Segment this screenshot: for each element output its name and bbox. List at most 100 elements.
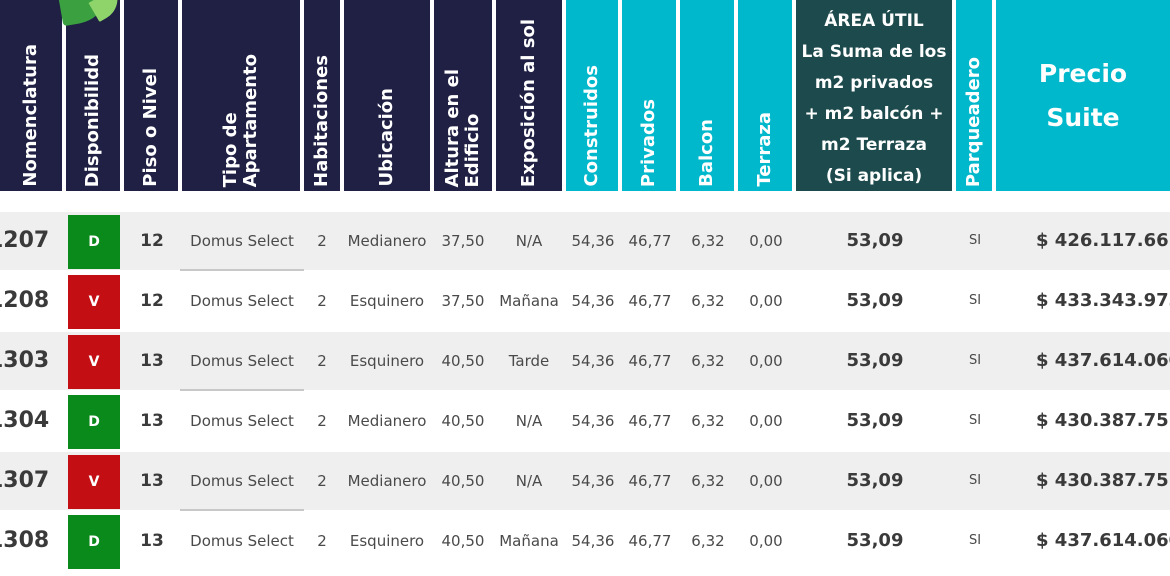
- precio-cell: $ 437.614.060: [1036, 350, 1170, 371]
- header-habitaciones: Habitaciones: [304, 0, 340, 191]
- tipo-cell: Domus Select: [190, 472, 294, 490]
- exposicion-cell: Mañana: [499, 532, 559, 550]
- habitaciones-cell: 2: [317, 352, 327, 370]
- precio-cell: $ 433.343.973: [1036, 290, 1170, 311]
- altura-cell: 37,50: [441, 232, 485, 250]
- habitaciones-cell: 2: [317, 532, 327, 550]
- header-nomenclatura: Nomenclatura: [0, 0, 62, 191]
- tipo-cell: Domus Select: [190, 292, 294, 310]
- area-util-cell: 53,09: [846, 230, 904, 251]
- habitaciones-cell: 2: [317, 412, 327, 430]
- exposicion-cell: N/A: [515, 232, 543, 250]
- header-construidos-label: Construidos: [581, 65, 602, 187]
- terraza-cell: 0,00: [749, 232, 783, 250]
- header-exposicion: Exposición al sol: [496, 0, 562, 191]
- balcon-cell: 6,32: [691, 532, 725, 550]
- nomenclatura-cell: 1308: [0, 528, 50, 553]
- table-row: 1304 D 13 Domus Select 2 Medianero 40,50…: [0, 392, 1170, 450]
- exposicion-cell: Mañana: [499, 292, 559, 310]
- exposicion-cell: N/A: [515, 472, 543, 490]
- balcon-cell: 6,32: [691, 292, 725, 310]
- header-precio-label: Precio Suite: [1038, 59, 1128, 132]
- nomenclatura-cell: 1307: [0, 468, 50, 493]
- header-nomenclatura-label: Nomenclatura: [20, 44, 41, 187]
- privados-cell: 46,77: [628, 412, 672, 430]
- header-area-util: ÁREA ÚTIL La Suma de los m2 privados + m…: [796, 0, 952, 191]
- area-util-cell: 53,09: [846, 350, 904, 371]
- altura-cell: 40,50: [441, 352, 485, 370]
- header-tipo-label: Tipo de Apartamento: [220, 53, 261, 187]
- precio-cell: $ 426.117.662: [1036, 230, 1170, 251]
- balcon-cell: 6,32: [691, 472, 725, 490]
- nomenclatura-cell: 1207: [0, 228, 50, 253]
- piso-cell: 12: [140, 291, 164, 311]
- area-util-cell: 53,09: [846, 530, 904, 551]
- privados-cell: 46,77: [628, 532, 672, 550]
- table-row: 1207 D 12 Domus Select 2 Medianero 37,50…: [0, 212, 1170, 271]
- header-ubicacion: Ubicación: [344, 0, 430, 191]
- header-area-util-label: ÁREA ÚTIL La Suma de los m2 privados + m…: [801, 11, 947, 186]
- terraza-cell: 0,00: [749, 352, 783, 370]
- header-terraza: Terraza: [738, 0, 792, 191]
- ubicacion-cell: Esquinero: [349, 292, 425, 310]
- ubicacion-cell: Medianero: [347, 232, 427, 250]
- leaf-shape-light: [88, 0, 126, 23]
- table-row: 1308 D 13 Domus Select 2 Esquinero 40,50…: [0, 512, 1170, 570]
- header-piso-label: Piso o Nivel: [140, 68, 161, 187]
- availability-badge: D: [68, 515, 120, 569]
- construidos-cell: 54,36: [571, 472, 615, 490]
- exposicion-cell: Tarde: [508, 352, 550, 370]
- piso-cell: 13: [140, 411, 164, 431]
- area-util-cell: 53,09: [846, 470, 904, 491]
- area-util-cell: 53,09: [846, 290, 904, 311]
- header-ubicacion-label: Ubicación: [376, 88, 397, 187]
- availability-badge: V: [68, 335, 120, 389]
- header-parqueadero-label: Parqueadero: [963, 56, 984, 187]
- tipo-cell: Domus Select: [190, 532, 294, 550]
- header-disponibilidad-label: Disponibilidd: [82, 53, 103, 187]
- habitaciones-cell: 2: [317, 232, 327, 250]
- header-exposicion-label: Exposición al sol: [518, 18, 539, 187]
- tipo-cell: Domus Select: [190, 412, 294, 430]
- header-construidos: Construidos: [566, 0, 618, 191]
- construidos-cell: 54,36: [571, 412, 615, 430]
- tipo-cell: Domus Select: [190, 352, 294, 370]
- parqueadero-cell: SI: [968, 353, 982, 368]
- privados-cell: 46,77: [628, 352, 672, 370]
- parqueadero-cell: SI: [968, 413, 982, 428]
- header-parqueadero: Parqueadero: [956, 0, 992, 191]
- balcon-cell: 6,32: [691, 232, 725, 250]
- header-terraza-label: Terraza: [754, 112, 775, 187]
- table-row: 1307 V 13 Domus Select 2 Medianero 40,50…: [0, 452, 1170, 511]
- ubicacion-cell: Esquinero: [349, 352, 425, 370]
- header-altura: Altura en el Edificio: [434, 0, 492, 191]
- header-privados: Privados: [622, 0, 676, 191]
- precio-cell: $ 437.614.060: [1036, 530, 1170, 551]
- availability-badge: V: [68, 455, 120, 509]
- precio-cell: $ 430.387.755: [1036, 410, 1170, 431]
- divider: [180, 269, 304, 271]
- table-row: 1303 V 13 Domus Select 2 Esquinero 40,50…: [0, 332, 1170, 391]
- divider: [180, 509, 304, 511]
- header-altura-label: Altura en el Edificio: [442, 68, 483, 187]
- balcon-cell: 6,32: [691, 352, 725, 370]
- altura-cell: 40,50: [441, 532, 485, 550]
- parqueadero-cell: SI: [968, 473, 982, 488]
- tipo-cell: Domus Select: [190, 232, 294, 250]
- header-habitaciones-label: Habitaciones: [311, 55, 332, 187]
- header-disponibilidad: Disponibilidd: [66, 0, 120, 191]
- ubicacion-cell: Medianero: [347, 472, 427, 490]
- altura-cell: 37,50: [441, 292, 485, 310]
- construidos-cell: 54,36: [571, 292, 615, 310]
- balcon-cell: 6,32: [691, 412, 725, 430]
- nomenclatura-cell: 1208: [0, 288, 50, 313]
- availability-badge: D: [68, 395, 120, 449]
- divider: [180, 389, 304, 391]
- nomenclatura-cell: 1304: [0, 408, 50, 433]
- habitaciones-cell: 2: [317, 292, 327, 310]
- header-tipo: Tipo de Apartamento: [182, 0, 300, 191]
- terraza-cell: 0,00: [749, 472, 783, 490]
- altura-cell: 40,50: [441, 412, 485, 430]
- ubicacion-cell: Medianero: [347, 412, 427, 430]
- piso-cell: 13: [140, 531, 164, 551]
